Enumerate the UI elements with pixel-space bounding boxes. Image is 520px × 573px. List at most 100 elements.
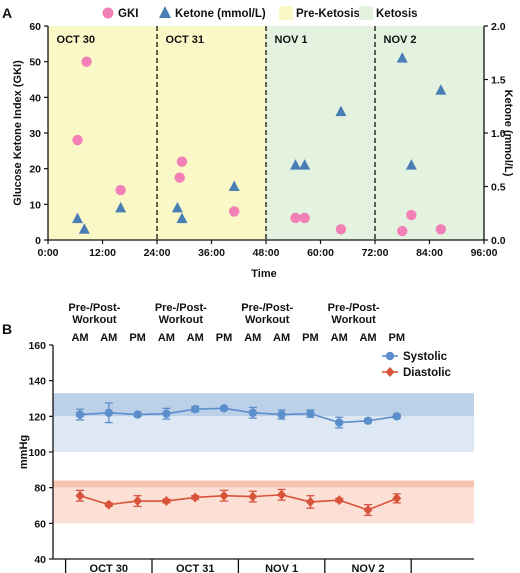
x-tick-label: 48:00 [253, 247, 280, 259]
diastolic-point [75, 490, 85, 501]
diastolic-point [277, 489, 287, 500]
workout-label: Pre-/Post-Workout [68, 302, 120, 326]
gki-point [174, 172, 185, 183]
y-tick-label: 0 [35, 235, 41, 247]
workout-label: Pre-/Post-Workout [328, 302, 380, 326]
legend-systolic-marker [385, 351, 395, 361]
y-tick-label: 160 [28, 340, 46, 352]
legend-ketosis-swatch [359, 6, 373, 20]
systolic-point [363, 416, 373, 425]
gki-point [81, 56, 92, 67]
gki-point [335, 224, 347, 235]
y-tick-label: 60 [34, 518, 46, 530]
day-label: NOV 1 [275, 34, 308, 46]
ketone-point [435, 84, 447, 95]
legend-ketosis-label: Ketosis [376, 8, 418, 20]
y-tick-label: 20 [29, 164, 41, 176]
y-tick-label: 60 [29, 21, 41, 33]
y2-tick-label: 0.5 [491, 182, 506, 194]
systolic-point [104, 408, 114, 417]
y2-tick-label: 1.5 [491, 75, 506, 87]
day-label: NOV 2 [351, 563, 384, 573]
systolic-point [335, 418, 344, 427]
legend-diastolic-label: Diastolic [403, 367, 452, 379]
panel-a-y-axis-label: Glucose Ketone Index (GKI) [12, 60, 24, 206]
systolic-point [219, 404, 229, 413]
systolic-point [277, 410, 286, 419]
time-of-day-label: AM [331, 332, 348, 344]
time-of-day-label: AM [71, 332, 88, 344]
x-tick-label: 84:00 [416, 247, 443, 259]
gki-point [72, 134, 83, 146]
time-of-day-label: PM [216, 332, 233, 344]
x-tick-label: 96:00 [471, 247, 498, 259]
time-of-day-label: AM [359, 332, 376, 344]
legend-preketosis-label: Pre-Ketosis [296, 8, 360, 20]
reference-band [53, 487, 474, 524]
ketone-point [176, 212, 188, 224]
workout-label: Pre-/Post-Workout [155, 302, 207, 326]
ketone-point [228, 180, 240, 191]
day-label: OCT 30 [90, 563, 129, 573]
y-tick-label: 140 [28, 376, 46, 388]
systolic-point [162, 409, 171, 418]
time-of-day-label: AM [273, 332, 290, 344]
diastolic-point [161, 496, 171, 507]
day-label: OCT 30 [57, 34, 96, 46]
diastolic-point [363, 504, 373, 515]
y-tick-label: 40 [29, 92, 41, 104]
legend-systolic-label: Systolic [403, 351, 448, 363]
x-tick-label: 24:00 [144, 247, 171, 259]
panel-a-letter: A [2, 5, 12, 21]
gki-point [176, 156, 188, 167]
systolic-point [133, 410, 142, 419]
systolic-point [306, 409, 315, 418]
diastolic-point [392, 493, 402, 504]
systolic-point [191, 405, 200, 414]
gki-point [406, 209, 417, 221]
ketone-point [115, 201, 127, 213]
ketone-point [72, 212, 84, 224]
diastolic-point [248, 491, 258, 502]
x-tick-label: 60:00 [307, 247, 334, 259]
legend-ketone-label: Ketone (mmol/L) [175, 8, 266, 20]
legend-gki-label: GKI [118, 8, 138, 20]
gki-point [397, 225, 408, 237]
panel-a-x-axis-label: Time [251, 268, 276, 280]
day-label: OCT 31 [166, 34, 205, 46]
y-tick-label: 30 [29, 128, 41, 140]
diastolic-point [305, 496, 315, 507]
day-label: NOV 2 [384, 34, 417, 46]
x-tick-label: 36:00 [198, 247, 225, 259]
panel-b-letter: B [2, 321, 12, 337]
diastolic-point [219, 490, 229, 501]
legend-preketosis-swatch [279, 6, 293, 20]
legend-ketone-marker [159, 6, 171, 18]
diastolic-point [334, 495, 344, 506]
gki-point [299, 212, 310, 224]
time-of-day-label: PM [389, 332, 406, 344]
day-label: OCT 31 [176, 563, 215, 573]
y-tick-label: 100 [28, 447, 46, 459]
x-tick-label: 0:00 [37, 247, 58, 259]
y2-tick-label: 0.0 [491, 235, 506, 247]
reference-band [53, 393, 474, 417]
y-tick-label: 40 [34, 554, 46, 566]
panel-b-chart: B AM AM PM AM AM PM AM AM PM AM AM PM Pre-/Post-Work… [2, 302, 474, 573]
ketone-point [171, 201, 183, 213]
time-of-day-label: AM [158, 332, 175, 344]
time-of-day-label: PM [302, 332, 319, 344]
gki-point [290, 212, 301, 224]
day-label: NOV 1 [265, 563, 298, 573]
panel-b-y-axis-label: mmHg [18, 435, 30, 469]
systolic-point [248, 408, 257, 417]
ketone-point [405, 159, 417, 170]
diastolic-point [104, 499, 114, 510]
x-tick-label: 12:00 [89, 247, 116, 259]
ketone-point [78, 223, 90, 234]
workout-label: Pre-/Post-Workout [241, 302, 293, 326]
y-tick-label: 10 [29, 199, 41, 211]
y2-tick-label: 2.0 [491, 21, 506, 33]
reference-band [53, 416, 474, 452]
y-tick-label: 120 [28, 411, 46, 423]
